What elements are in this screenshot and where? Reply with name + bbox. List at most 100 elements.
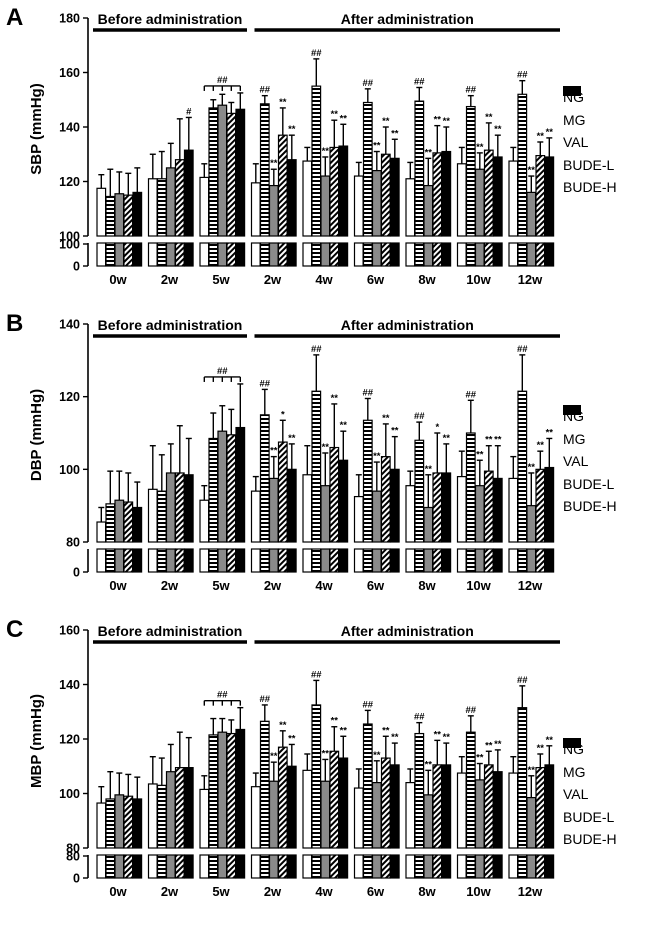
legend-swatch xyxy=(563,405,581,415)
legend-item-bude-h: BUDE-H xyxy=(563,738,617,851)
bar-bude-h xyxy=(544,156,555,237)
bar-break-bude-h xyxy=(492,242,503,267)
bar-break-val xyxy=(526,242,537,267)
bar-break-ng xyxy=(353,548,364,573)
legend-swatch xyxy=(563,738,581,748)
bar-break-bude-h xyxy=(338,548,349,573)
bar-break-val xyxy=(165,854,176,879)
legend-label: VAL xyxy=(563,134,589,151)
bar-break-bude-l xyxy=(380,548,391,573)
bar-break-mg xyxy=(311,242,322,267)
bar-break-ng xyxy=(456,548,467,573)
chart-sbp: 100 120 140 160 180 100 0 SBP (mmHg) Before admi… xyxy=(28,11,560,287)
significance-mark: ** xyxy=(279,97,287,108)
y-tick-label: 80 xyxy=(66,842,80,856)
significance-mark: ** xyxy=(288,124,296,135)
bar-break-ng xyxy=(147,242,158,267)
bar-break-ng xyxy=(147,854,158,879)
bar-break-val xyxy=(320,854,331,879)
significance-mark: ** xyxy=(528,165,536,176)
bar-break-mg xyxy=(362,548,373,573)
significance-mark: ## xyxy=(466,705,477,716)
significance-mark: ** xyxy=(340,113,348,124)
significance-mark: ** xyxy=(434,115,442,126)
bar-ng xyxy=(508,160,519,237)
legend-item-mg: MG xyxy=(563,738,617,784)
bar-break-bude-h xyxy=(492,854,503,879)
bar-break-mg xyxy=(259,854,270,879)
bar-break-mg xyxy=(465,854,476,879)
bar-break-bude-h xyxy=(183,548,194,573)
bar-val xyxy=(320,780,331,849)
bar-bude-h xyxy=(544,764,555,849)
x-tick-label: 6w xyxy=(367,884,385,899)
bar-break-bude-h xyxy=(132,548,143,573)
bar-break-bude-l xyxy=(483,854,494,879)
y-tick-label: 120 xyxy=(59,733,80,747)
bar-ng xyxy=(353,495,364,543)
bar-bude-l xyxy=(123,795,134,849)
bar-val xyxy=(268,477,279,543)
bar-bude-l xyxy=(483,764,494,849)
panel-mbp: 80 100 120 140 160 80 0 MBP (mmHg) Before admini… xyxy=(0,612,652,920)
bar-bude-h xyxy=(441,150,452,237)
bar-val xyxy=(474,168,485,237)
bar-mg xyxy=(311,85,322,237)
significance-mark: ** xyxy=(494,124,502,135)
bar-val xyxy=(474,779,485,849)
bar-bude-l xyxy=(380,153,391,237)
bar-break-mg xyxy=(259,242,270,267)
bar-val xyxy=(320,175,331,237)
legend-label: BUDE-H xyxy=(563,498,617,515)
x-tick-label: 10w xyxy=(466,272,491,287)
bar-break-ng xyxy=(456,242,467,267)
bar-mg xyxy=(517,707,528,849)
x-tick-label: 2w xyxy=(161,884,179,899)
bar-val xyxy=(474,485,485,543)
legend-label: MG xyxy=(563,763,586,780)
bar-ng xyxy=(405,485,416,543)
period-label: After administration xyxy=(341,11,474,27)
bar-break-bude-l xyxy=(329,854,340,879)
bar-val xyxy=(165,472,176,543)
bar-mg xyxy=(208,107,219,237)
bar-break-bude-l xyxy=(123,548,134,573)
bar-break-bude-h xyxy=(544,854,555,879)
bar-break-mg xyxy=(311,548,322,573)
bar-break-ng xyxy=(250,548,261,573)
y-axis-title: DBP (mmHg) xyxy=(28,389,45,481)
bar-bude-h xyxy=(183,767,194,849)
bar-bude-l xyxy=(123,194,134,237)
bar-val xyxy=(371,782,382,849)
significance-mark: ## xyxy=(414,411,425,422)
bar-break-ng xyxy=(302,548,313,573)
bar-break-bude-h xyxy=(132,854,143,879)
significance-mark: ## xyxy=(414,76,425,87)
bar-mg xyxy=(362,419,373,543)
bar-break-bude-l xyxy=(226,854,237,879)
bar-bude-l xyxy=(380,757,391,849)
bar-break-ng xyxy=(96,242,107,267)
bar-break-bude-l xyxy=(535,242,546,267)
bar-mg xyxy=(465,105,476,237)
bar-mg xyxy=(259,103,270,237)
significance-mark: ** xyxy=(485,435,493,446)
bar-break-ng xyxy=(250,854,261,879)
bar-bude-l xyxy=(174,159,185,237)
significance-mark: ** xyxy=(537,131,545,142)
bar-val xyxy=(423,184,434,237)
bar-bude-h xyxy=(389,157,400,237)
bar-ng xyxy=(199,788,210,849)
significance-mark: ** xyxy=(331,393,339,404)
significance-mark: ## xyxy=(311,669,322,680)
bar-break-val xyxy=(217,548,228,573)
bar-break-mg xyxy=(465,548,476,573)
y-tick-label: 140 xyxy=(59,318,80,332)
bar-mg xyxy=(105,503,116,543)
bar-bude-l xyxy=(226,112,237,237)
bar-break-ng xyxy=(250,242,261,267)
significance-mark: ** xyxy=(494,435,502,446)
bar-val xyxy=(114,193,125,237)
bar-break-bude-h xyxy=(544,548,555,573)
y-tick-label: 180 xyxy=(59,12,80,26)
